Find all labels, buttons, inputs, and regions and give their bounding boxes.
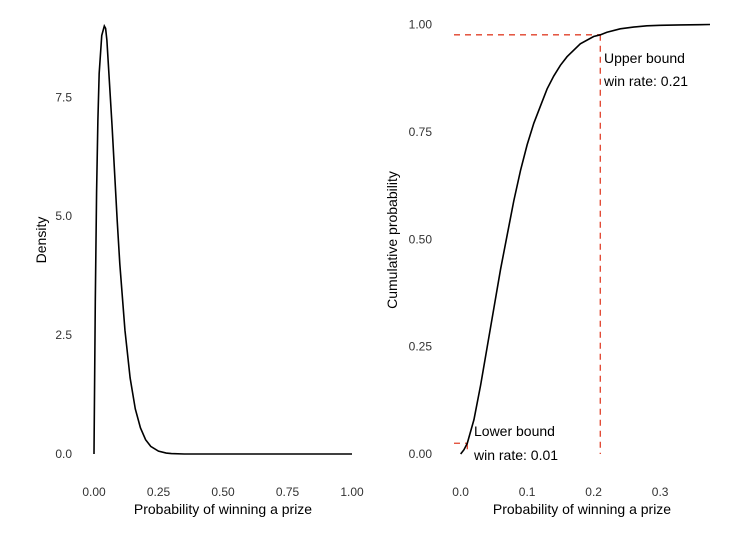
cumulative-series-line [460, 23, 711, 455]
density-y-tick-label: 5.0 [55, 209, 72, 223]
density-y-tick-labels: 0.0 2.5 5.0 7.5 [55, 90, 72, 461]
cumulative-x-tick-label: 0.0 [452, 485, 469, 499]
upper-bound-annotation-line1: Upper bound [604, 50, 685, 66]
density-curve-layer [93, 23, 352, 455]
density-y-tick-label: 0.0 [55, 447, 72, 461]
cumulative-y-tick-label: 0.75 [409, 125, 433, 139]
density-y-axis-title: Density [33, 217, 49, 264]
density-y-tick-label: 7.5 [55, 90, 72, 104]
cumulative-y-tick-labels: 0.00 0.25 0.50 0.75 1.00 [409, 18, 433, 462]
cumulative-y-tick-label: 0.25 [409, 340, 433, 354]
upper-bound-annotation-line2: win rate: 0.21 [603, 73, 688, 89]
density-x-tick-label: 0.25 [147, 485, 171, 499]
density-x-tick-label: 0.00 [82, 485, 106, 499]
cumulative-y-tick-label: 0.00 [409, 447, 433, 461]
cumulative-x-tick-label: 0.2 [585, 485, 602, 499]
density-x-tick-label: 1.00 [340, 485, 364, 499]
density-x-axis-title: Probability of winning a prize [134, 501, 312, 517]
density-panel: 0.0 2.5 5.0 7.5 0.00 0.25 0.50 0.75 1.00 Probab… [33, 23, 364, 517]
density-series-line [93, 23, 352, 455]
lower-bound-annotation-line2: win rate: 0.01 [473, 447, 558, 463]
reference-lines-layer [454, 34, 601, 454]
density-x-tick-label: 0.75 [276, 485, 300, 499]
cumulative-curve-layer [460, 23, 711, 455]
density-x-tick-label: 0.50 [211, 485, 235, 499]
cumulative-x-tick-label: 0.3 [652, 485, 669, 499]
cumulative-x-tick-labels: 0.0 0.1 0.2 0.3 [452, 485, 668, 499]
cumulative-y-tick-label: 0.50 [409, 232, 433, 246]
cumulative-y-axis-title: Cumulative probability [384, 171, 400, 309]
lower-bound-annotation-line1: Lower bound [474, 423, 555, 439]
cumulative-y-tick-label: 1.00 [409, 18, 433, 32]
density-x-tick-labels: 0.00 0.25 0.50 0.75 1.00 [82, 485, 364, 499]
cumulative-panel: 0.00 0.25 0.50 0.75 1.00 0.0 0.1 0.2 0.3 Probab… [384, 18, 711, 517]
cumulative-x-axis-title: Probability of winning a prize [493, 501, 671, 517]
cumulative-x-tick-label: 0.1 [519, 485, 536, 499]
density-y-tick-label: 2.5 [55, 328, 72, 342]
